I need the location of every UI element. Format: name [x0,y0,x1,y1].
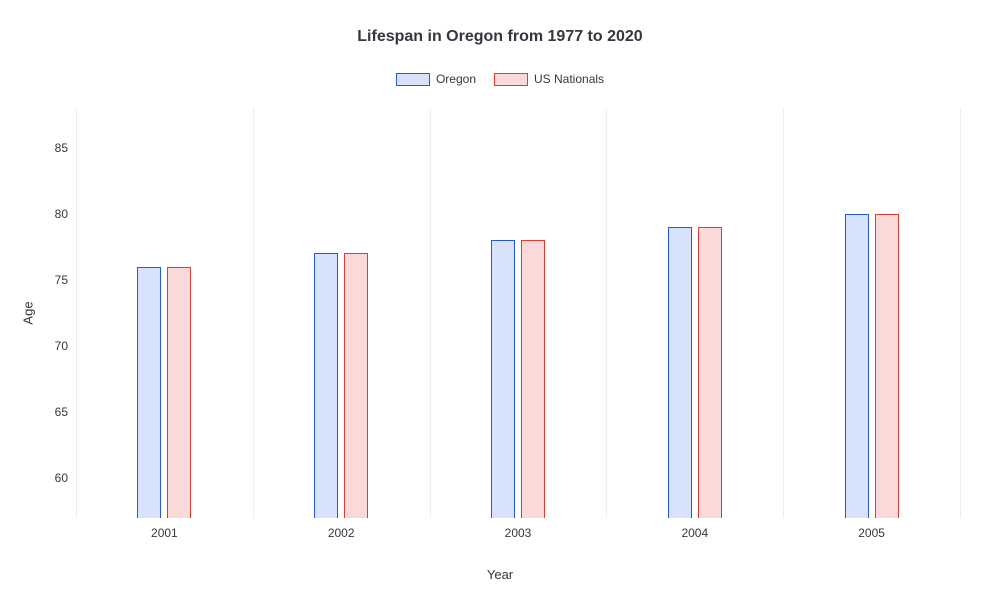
bar[interactable] [344,253,368,518]
chart-legend: Oregon US Nationals [0,72,1000,86]
chart-title: Lifespan in Oregon from 1977 to 2020 [0,28,1000,46]
bar[interactable] [314,253,338,518]
grid-line [253,108,254,518]
x-tick-label: 2005 [858,526,885,540]
legend-label: Oregon [436,72,476,86]
y-tick-label: 75 [55,273,68,287]
legend-label: US Nationals [534,72,604,86]
x-tick-label: 2003 [505,526,532,540]
y-tick-label: 70 [55,339,68,353]
x-tick-label: 2001 [151,526,178,540]
bar[interactable] [167,267,191,518]
grid-line [783,108,784,518]
bar[interactable] [668,227,692,518]
grid-line [960,108,961,518]
bar[interactable] [491,240,515,518]
legend-swatch [396,73,430,86]
bar[interactable] [698,227,722,518]
y-tick-label: 85 [55,141,68,155]
grid-line [76,108,77,518]
bar[interactable] [521,240,545,518]
bar[interactable] [875,214,899,518]
legend-item[interactable]: Oregon [396,72,476,86]
grid-line [430,108,431,518]
legend-swatch [494,73,528,86]
x-tick-label: 2004 [681,526,708,540]
y-axis-title: Age [21,301,36,324]
legend-item[interactable]: US Nationals [494,72,604,86]
x-axis-title: Year [0,567,1000,582]
y-tick-label: 80 [55,207,68,221]
y-tick-label: 60 [55,471,68,485]
plot-area: 60657075808520012002200320042005 [76,108,960,518]
y-tick-label: 65 [55,405,68,419]
bar[interactable] [137,267,161,518]
x-tick-label: 2002 [328,526,355,540]
bar[interactable] [845,214,869,518]
lifespan-chart: Lifespan in Oregon from 1977 to 2020 Ore… [0,0,1000,600]
grid-line [606,108,607,518]
